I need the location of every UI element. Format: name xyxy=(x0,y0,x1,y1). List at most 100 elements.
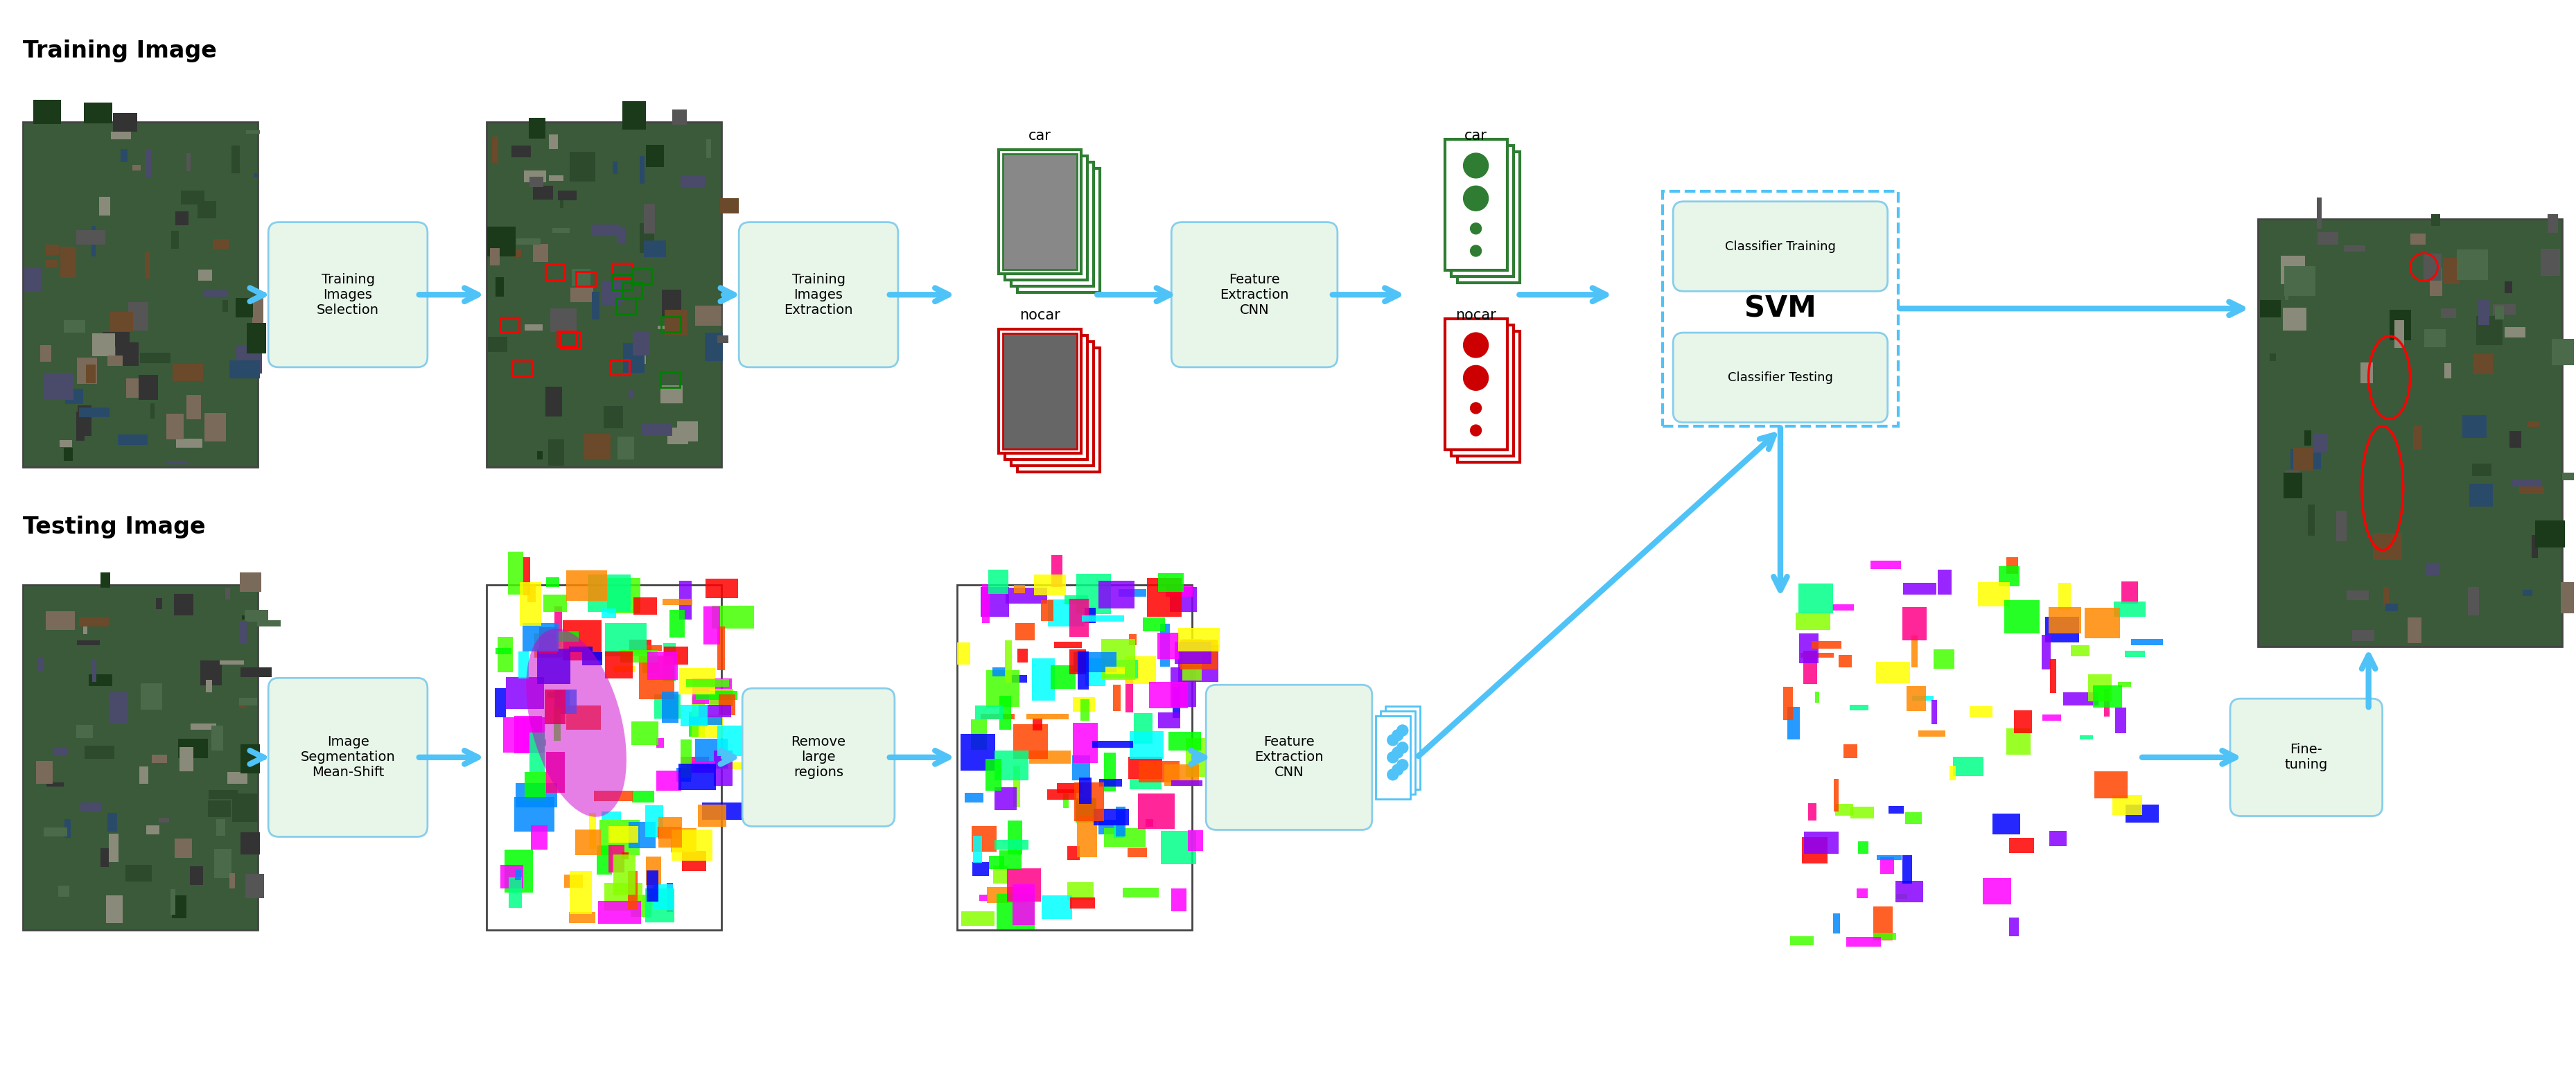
Bar xyxy=(2290,448,2321,470)
Bar xyxy=(1079,778,1092,805)
Bar xyxy=(2429,268,2442,295)
Bar xyxy=(971,862,989,876)
Bar xyxy=(1162,830,1195,865)
Bar xyxy=(113,113,137,132)
Bar xyxy=(1795,612,1832,630)
Bar xyxy=(185,395,201,419)
Bar xyxy=(1880,857,1893,873)
Bar xyxy=(2372,533,2403,560)
Bar xyxy=(487,227,515,257)
Bar xyxy=(1844,744,1857,759)
Bar xyxy=(693,678,732,704)
Bar xyxy=(77,357,98,384)
Bar xyxy=(1801,653,1834,658)
Bar xyxy=(714,750,732,786)
Bar xyxy=(629,871,636,909)
Bar xyxy=(1100,779,1123,786)
Bar xyxy=(2285,471,2300,475)
Bar xyxy=(608,282,623,301)
Bar xyxy=(258,621,281,627)
Bar xyxy=(1113,825,1123,838)
Bar xyxy=(515,783,556,807)
Bar xyxy=(592,225,618,236)
Bar xyxy=(680,705,708,727)
Bar xyxy=(2280,256,2306,285)
Bar xyxy=(1834,805,1852,815)
Bar xyxy=(229,361,260,379)
Bar xyxy=(180,190,204,204)
Bar xyxy=(2406,617,2421,643)
Bar xyxy=(111,311,134,331)
Bar xyxy=(1159,713,1180,728)
Bar xyxy=(554,607,562,647)
Bar xyxy=(2535,520,2566,548)
Bar xyxy=(605,623,647,656)
Bar xyxy=(603,407,623,428)
Bar xyxy=(2478,301,2488,325)
Bar xyxy=(2432,214,2439,226)
Bar xyxy=(41,345,52,362)
Text: Feature
Extraction
CNN: Feature Extraction CNN xyxy=(1255,735,1324,779)
Bar xyxy=(23,122,258,468)
Bar xyxy=(100,849,108,867)
Bar xyxy=(1084,608,1095,623)
Bar xyxy=(621,853,629,859)
Bar xyxy=(1180,640,1218,670)
Bar xyxy=(252,296,263,325)
Bar xyxy=(216,820,224,836)
Bar xyxy=(1128,847,1146,857)
Bar xyxy=(191,723,216,730)
Bar xyxy=(605,883,644,911)
Bar xyxy=(1870,561,1901,568)
Bar xyxy=(556,331,577,346)
Bar xyxy=(549,175,564,181)
Bar xyxy=(1128,633,1136,645)
Bar xyxy=(667,428,688,444)
Bar xyxy=(961,734,994,771)
Bar xyxy=(180,747,193,771)
Circle shape xyxy=(1471,425,1481,435)
Bar xyxy=(2504,281,2512,293)
Bar xyxy=(515,716,541,753)
Bar xyxy=(502,718,544,752)
Bar xyxy=(605,652,634,678)
Bar xyxy=(693,697,706,737)
Bar xyxy=(1041,600,1054,621)
Bar xyxy=(165,460,188,464)
Bar xyxy=(590,813,595,850)
Bar xyxy=(1950,766,1955,781)
Bar xyxy=(103,332,129,347)
Bar xyxy=(1164,764,1198,785)
Bar xyxy=(1064,794,1069,808)
Bar xyxy=(1873,933,1896,941)
Bar xyxy=(2125,651,2146,657)
Bar xyxy=(523,623,559,652)
Bar xyxy=(680,739,690,778)
Bar xyxy=(505,850,533,892)
Bar xyxy=(698,805,726,827)
Bar xyxy=(2009,838,2032,853)
Bar xyxy=(23,584,258,930)
Bar xyxy=(500,865,523,888)
Bar xyxy=(2522,590,2532,596)
Bar xyxy=(2130,639,2164,645)
Bar xyxy=(538,627,556,654)
Bar xyxy=(1092,740,1133,748)
Bar xyxy=(538,450,544,460)
Circle shape xyxy=(1396,743,1409,753)
Bar xyxy=(1662,192,1899,426)
Circle shape xyxy=(1471,245,1481,257)
Bar xyxy=(1015,585,1025,593)
Bar xyxy=(2007,728,2030,754)
Bar xyxy=(533,633,564,657)
Bar xyxy=(1875,662,1909,684)
Bar xyxy=(618,228,626,243)
Bar xyxy=(1018,168,1100,292)
Text: car: car xyxy=(1466,129,1486,142)
Bar xyxy=(971,826,997,852)
Bar xyxy=(719,694,737,715)
Bar xyxy=(546,752,564,793)
Bar xyxy=(629,389,634,398)
Bar xyxy=(559,197,564,208)
Bar xyxy=(2308,505,2316,536)
